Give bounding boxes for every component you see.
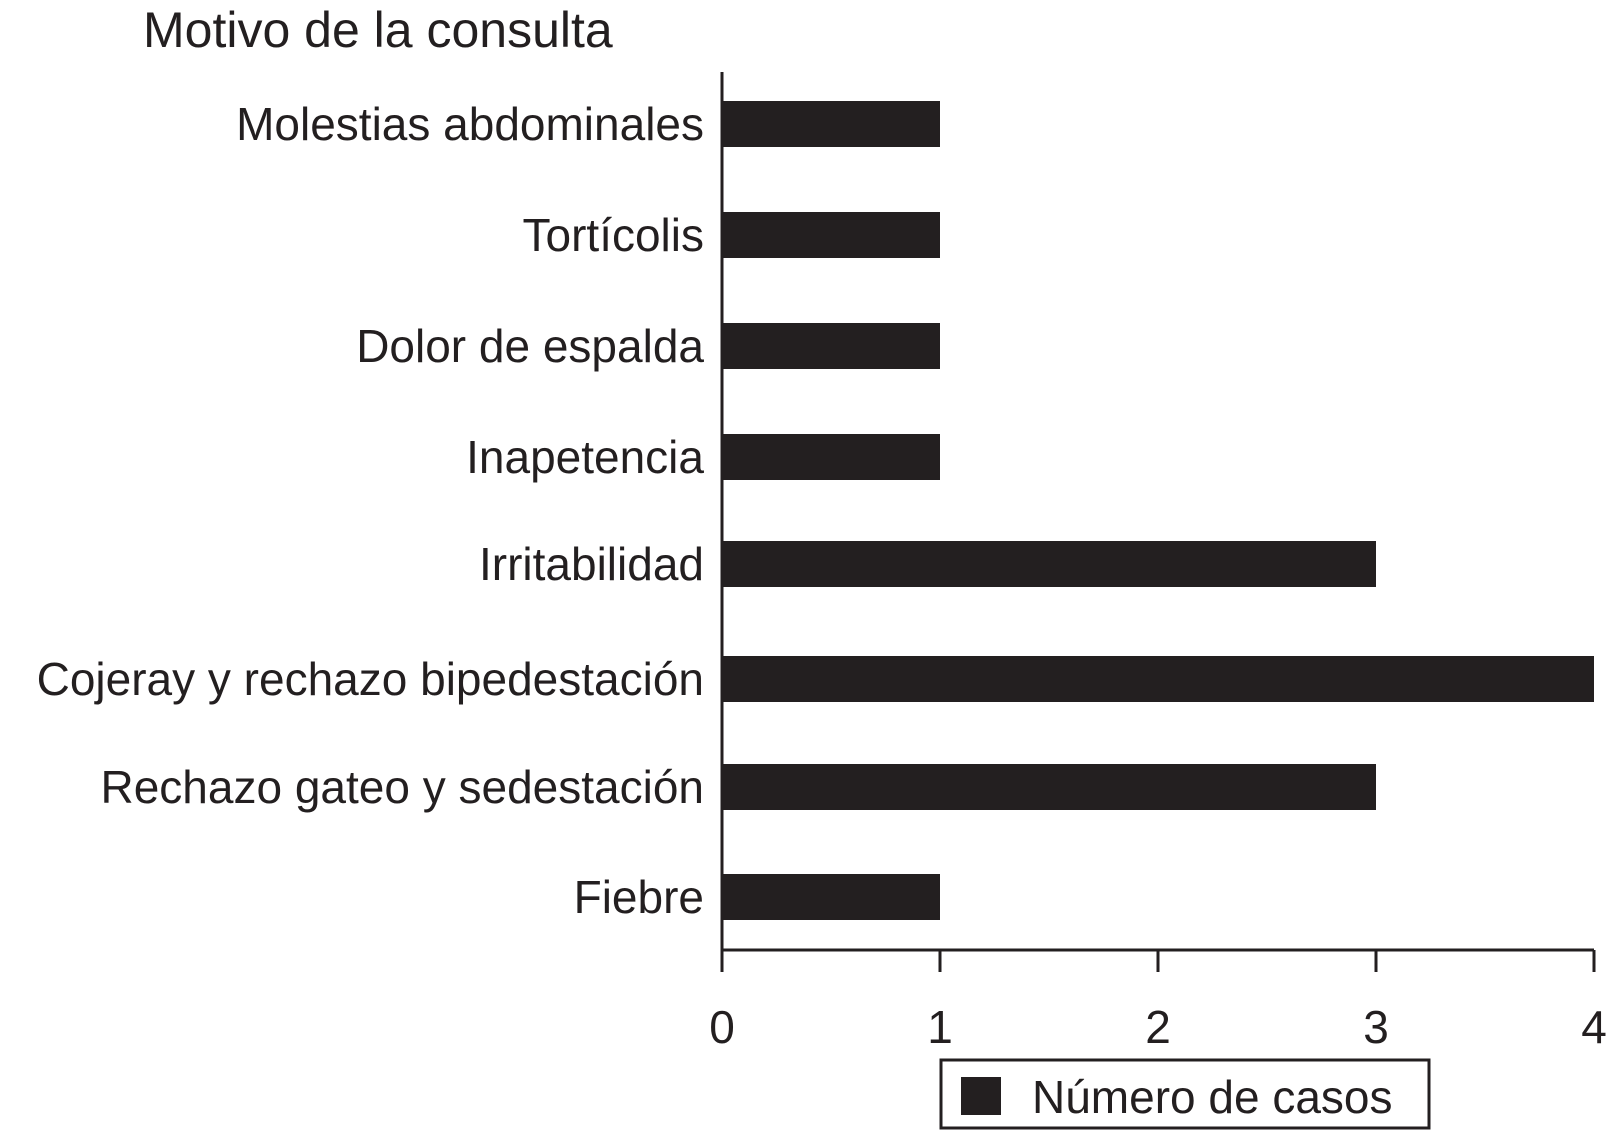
- legend: Número de casos: [939, 1058, 1431, 1130]
- bar: [722, 656, 1594, 702]
- bars-layer: [722, 101, 1594, 920]
- category-label: Tortícolis: [523, 209, 704, 261]
- category-label: Fiebre: [574, 871, 704, 923]
- bar: [722, 212, 940, 258]
- legend-label: Número de casos: [1032, 1071, 1393, 1123]
- category-label: Molestias abdominales: [236, 98, 704, 150]
- bar: [722, 874, 940, 920]
- bar: [722, 434, 940, 480]
- bar: [722, 101, 940, 147]
- chart-title: Motivo de la consulta: [143, 2, 613, 58]
- category-label: Cojeray y rechazo bipedestación: [37, 653, 704, 705]
- x-tick-labels: 0 1 2 3 4: [709, 1001, 1606, 1053]
- category-label: Rechazo gateo y sedestación: [100, 761, 704, 813]
- bar: [722, 323, 940, 369]
- x-tick-label: 2: [1145, 1001, 1171, 1053]
- category-labels: Molestias abdominales Tortícolis Dolor de …: [37, 98, 705, 923]
- x-tick-label: 0: [709, 1001, 735, 1053]
- axis-layer: [720, 72, 1596, 972]
- bar: [722, 541, 1376, 587]
- x-tick-label: 4: [1581, 1001, 1606, 1053]
- legend-box: [939, 1058, 1431, 1130]
- x-tick-label: 3: [1363, 1001, 1389, 1053]
- bar: [722, 764, 1376, 810]
- category-label: Irritabilidad: [479, 538, 704, 590]
- category-label: Inapetencia: [466, 431, 704, 483]
- category-label: Dolor de espalda: [356, 320, 704, 372]
- legend-swatch: [961, 1077, 1001, 1115]
- x-tick-label: 1: [927, 1001, 953, 1053]
